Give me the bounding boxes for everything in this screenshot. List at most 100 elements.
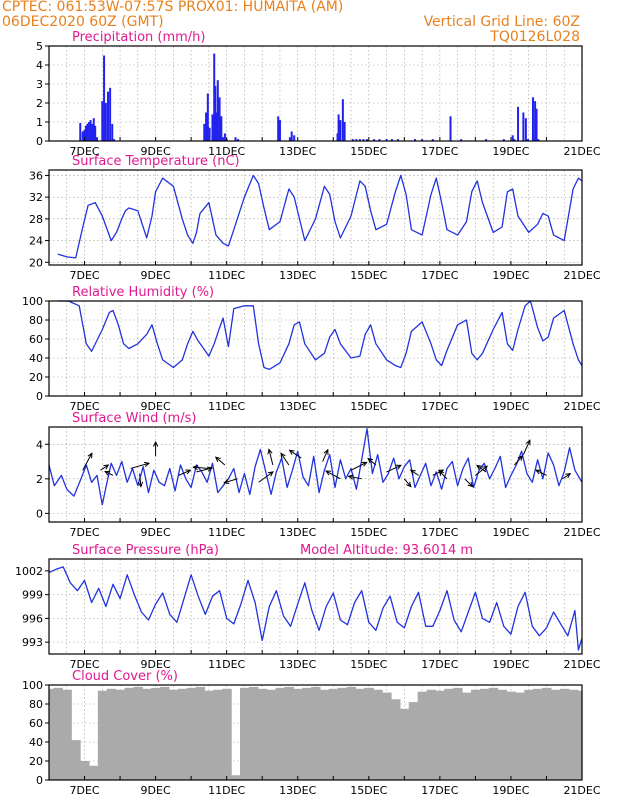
wind-vector-head [565, 472, 572, 479]
panel-6 [45, 684, 583, 781]
x-tick-label: 7DEC [69, 400, 99, 413]
wind-vector [224, 478, 238, 484]
precip-bar [104, 103, 107, 141]
cloud-bar [550, 689, 561, 780]
x-tick-label: 13DEC [279, 658, 316, 671]
wind-vector [289, 449, 302, 459]
y-tick-label: 20 [29, 371, 43, 384]
y-tick-label: 60 [29, 333, 43, 346]
x-tick-label: 11DEC [208, 526, 245, 539]
x-tick-label: 17DEC [421, 658, 458, 671]
cloud-bar [266, 689, 277, 780]
wind-vector [193, 466, 209, 469]
cloud-bar [168, 689, 179, 780]
y-tick-label: 2 [36, 473, 43, 486]
wind-vector-head [367, 457, 374, 464]
y-tick-label: 20 [29, 755, 43, 768]
wind-vector-head [395, 464, 402, 470]
wind-vector [514, 455, 523, 466]
y-tick-label: 2 [36, 97, 43, 110]
wind-vector [367, 458, 377, 466]
precip-bar [277, 116, 280, 141]
cloud-bar [49, 688, 55, 780]
wind-vector-head [361, 461, 368, 467]
series-line [48, 566, 583, 651]
precip-bar [358, 139, 361, 141]
x-tick-label: 19DEC [492, 784, 529, 797]
precip-bar [355, 139, 358, 141]
y-tick-label: 40 [29, 736, 43, 749]
header-station-line: CPTEC: 061:53W-07:57S PROX01: HUMAITA (A… [2, 0, 344, 15]
panel-4 [45, 426, 583, 523]
wind-vector [104, 471, 114, 476]
x-tick-label: 15DEC [350, 658, 387, 671]
x-tick-label: 9DEC [141, 145, 171, 158]
precip-bar [513, 139, 516, 141]
cloud-bar [257, 688, 268, 780]
wind-vector [280, 453, 290, 466]
cloud-bar [319, 689, 330, 780]
wind-vector-head [104, 470, 111, 476]
cloud-bar [382, 692, 392, 780]
x-tick-label: 13DEC [279, 526, 316, 539]
precip-bar [366, 139, 369, 141]
wind-vector-head [185, 469, 192, 475]
panel-1 [45, 45, 583, 142]
precip-bar [87, 122, 90, 141]
wind-vector [410, 469, 419, 476]
wind-vector-head [409, 469, 416, 475]
panel-title: Precipitation (mm/h) [72, 30, 205, 45]
x-tick-label: 15DEC [350, 784, 387, 797]
x-tick-label: 15DEC [350, 269, 387, 282]
precip-bar [413, 139, 416, 141]
y-tick-label: 1002 [15, 565, 43, 578]
cloud-bar [133, 686, 143, 780]
wind-vector-head [438, 470, 445, 476]
cloud-bar [426, 689, 437, 780]
x-tick-label: 19DEC [492, 145, 529, 158]
wind-vector [196, 467, 213, 473]
precip-bar [534, 101, 537, 141]
panel-2 [45, 169, 583, 266]
y-tick-label: 0 [36, 390, 43, 403]
y-tick-label: 40 [29, 352, 43, 365]
wind-vector-head [152, 440, 159, 447]
cloud-bar [577, 690, 583, 780]
precip-bar [385, 139, 388, 141]
precip-bar [537, 139, 540, 141]
precip-bar [220, 116, 223, 141]
precip-bar [351, 139, 354, 141]
precip-bar [109, 87, 112, 141]
x-tick-label: 7DEC [69, 526, 99, 539]
wind-vector [403, 478, 412, 487]
y-tick-label: 100 [22, 295, 43, 308]
wind-vector [178, 469, 191, 476]
precip-bar [213, 53, 216, 141]
wind-vector-head [406, 481, 412, 488]
series-line [57, 174, 583, 259]
precip-bar [91, 123, 94, 141]
precip-bar [203, 123, 206, 141]
panel-5 [45, 558, 583, 655]
x-tick-label: 13DEC [279, 400, 316, 413]
x-tick-label: 21DEC [563, 269, 600, 282]
y-tick-label: 80 [29, 314, 43, 327]
precip-bar [421, 139, 424, 141]
cloud-bar [506, 691, 516, 780]
x-tick-label: 7DEC [69, 658, 99, 671]
cloud-bar [417, 691, 428, 780]
plot-frame [48, 169, 583, 266]
cloud-bar [177, 688, 188, 780]
wind-vector [386, 464, 402, 473]
x-tick-label: 17DEC [421, 400, 458, 413]
x-tick-label: 11DEC [208, 269, 245, 282]
x-tick-label: 11DEC [208, 145, 245, 158]
wind-vector [130, 462, 150, 469]
precip-bar [531, 97, 534, 141]
cloud-bar [302, 687, 312, 780]
y-tick-label: 4 [36, 59, 43, 72]
wind-vector-head [323, 448, 329, 455]
precip-bar [106, 91, 109, 141]
wind-vector-head [288, 449, 295, 455]
cloud-bar [462, 692, 472, 780]
